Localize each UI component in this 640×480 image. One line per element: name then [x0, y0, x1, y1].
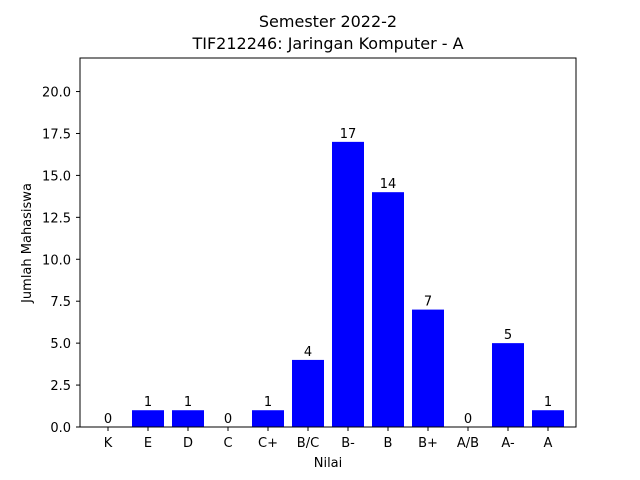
bar-value-label: 17 — [340, 127, 357, 142]
bar-value-label: 7 — [424, 295, 432, 310]
chart-title: Semester 2022-2 — [259, 12, 397, 31]
bar-B+ — [412, 309, 444, 427]
chart-subtitle: TIF212246: Jaringan Komputer - A — [191, 34, 463, 53]
bar-C+ — [252, 410, 284, 427]
y-tick-label: 15.0 — [42, 169, 71, 184]
y-tick-label: 5.0 — [50, 337, 71, 352]
y-axis-ticks: 0.0 2.5 5.0 7.5 10.0 12.5 15.0 17.5 20.0 — [42, 86, 80, 436]
bars-group — [132, 141, 564, 427]
bar-B — [372, 192, 404, 427]
bar-D — [172, 410, 204, 427]
y-tick-label: 10.0 — [42, 253, 71, 268]
x-tick-label: B — [384, 436, 393, 451]
y-tick-label: 20.0 — [42, 86, 71, 101]
x-tick-label: E — [144, 436, 152, 451]
x-tick-label: B/C — [297, 436, 319, 451]
x-tick-label: A — [544, 436, 553, 451]
y-axis-label: Jumlah Mahasiswa — [20, 183, 35, 304]
y-tick-label: 7.5 — [50, 295, 71, 310]
y-tick-label: 17.5 — [42, 127, 71, 142]
x-axis-label: Nilai — [314, 456, 343, 471]
bar-value-label: 1 — [144, 395, 152, 410]
x-tick-label: D — [183, 436, 193, 451]
bar-A- — [492, 343, 524, 427]
bar-B- — [332, 141, 364, 427]
x-tick-label: C+ — [258, 436, 278, 451]
x-tick-label: A- — [501, 436, 515, 451]
y-tick-label: 12.5 — [42, 211, 71, 226]
bar-value-label: 14 — [380, 177, 397, 192]
x-tick-label: K — [104, 436, 113, 451]
bar-A — [532, 410, 564, 427]
x-tick-label: A/B — [457, 436, 479, 451]
x-axis-ticks: K E D C C+ B/C B- B B+ A/B A- A — [104, 427, 553, 451]
bar-value-label: 5 — [504, 328, 512, 343]
plot-area-frame — [79, 57, 577, 428]
bar-value-label: 0 — [224, 412, 232, 427]
y-tick-label: 0.0 — [50, 421, 71, 436]
bar-E — [132, 410, 164, 427]
bar-value-label: 0 — [464, 412, 472, 427]
y-tick-label: 2.5 — [50, 379, 71, 394]
x-tick-label: B- — [341, 436, 355, 451]
bar-value-label: 1 — [184, 395, 192, 410]
x-tick-label: B+ — [418, 436, 438, 451]
x-tick-label: C — [223, 436, 232, 451]
bar-value-label: 1 — [544, 395, 552, 410]
bar-value-label: 1 — [264, 395, 272, 410]
bar-value-label: 0 — [104, 412, 112, 427]
bar-B/C — [292, 359, 324, 427]
bar-value-label: 4 — [304, 345, 312, 360]
